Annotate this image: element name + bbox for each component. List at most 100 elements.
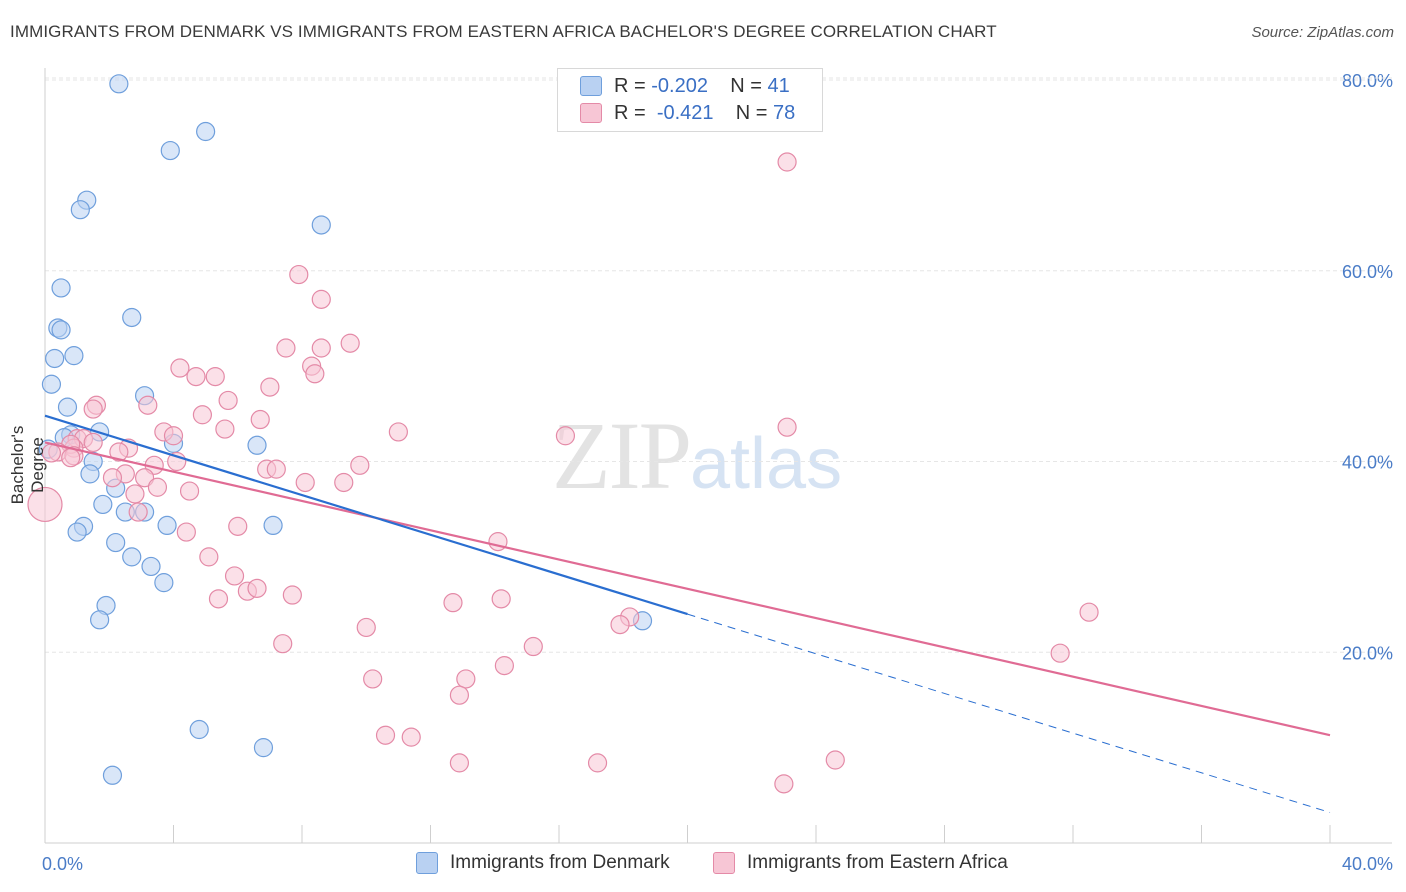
denmark-point <box>70 200 90 220</box>
eastern-africa-point <box>205 367 225 387</box>
legend-n-label: N = <box>730 74 762 97</box>
eastern-africa-point <box>192 405 213 425</box>
eastern-africa-point <box>774 774 794 794</box>
eastern-africa-point <box>215 419 235 439</box>
series-legend: Immigrants from Denmark Immigrants from … <box>0 852 1406 878</box>
denmark-point <box>247 435 267 455</box>
eastern-africa-point <box>363 669 383 689</box>
eastern-africa-point <box>27 486 63 523</box>
eastern-africa-point <box>208 589 229 609</box>
eastern-africa-point <box>1050 643 1070 663</box>
denmark-point <box>93 494 113 515</box>
legend-r-label: R = <box>614 74 646 97</box>
eastern-africa-point <box>610 614 630 635</box>
eastern-africa-point <box>273 634 293 654</box>
eastern-africa-point <box>266 459 286 479</box>
eastern-africa-point <box>523 636 543 657</box>
denmark-point <box>45 348 65 369</box>
eastern-africa-point <box>179 481 200 501</box>
watermark-zip: ZIP <box>552 402 692 509</box>
eastern-africa-point <box>555 426 576 446</box>
denmark-point <box>122 307 142 328</box>
eastern-africa-point <box>83 399 103 419</box>
denmark-point <box>51 320 71 340</box>
eastern-africa-point <box>401 727 421 747</box>
legend-n-value: 78 <box>773 101 796 124</box>
eastern-africa-point <box>260 377 280 397</box>
denmark-point <box>109 74 129 94</box>
eastern-africa-point <box>109 442 129 462</box>
denmark-point <box>196 121 216 142</box>
denmark-point <box>57 397 78 417</box>
eastern-africa-point <box>375 725 396 745</box>
eastern-africa-point <box>61 448 81 468</box>
denmark-point <box>90 610 110 630</box>
eastern-africa-point <box>1079 602 1099 622</box>
eastern-africa-point <box>825 750 845 770</box>
x-tick-label: 0.0% <box>42 854 83 874</box>
series-legend-denmark[interactable]: Immigrants from Denmark <box>416 852 670 874</box>
eastern-africa-point <box>125 484 145 504</box>
eastern-africa-point <box>443 593 463 613</box>
denmark-point <box>67 522 87 542</box>
denmark-point <box>122 547 142 567</box>
denmark-point <box>189 719 209 740</box>
eastern-africa-point <box>311 338 331 358</box>
eastern-africa-trend-line <box>44 441 1331 737</box>
eastern-africa-point <box>134 468 155 488</box>
denmark-point <box>311 215 331 235</box>
eastern-africa-point <box>350 455 370 475</box>
source-label: Source: ZipAtlas.com <box>1251 24 1394 41</box>
denmark-point <box>41 374 62 394</box>
eastern-africa-point <box>224 566 245 586</box>
y-tick-label: 40.0% <box>1342 453 1393 473</box>
denmark-point <box>160 140 180 161</box>
eastern-africa-point <box>289 264 309 285</box>
denmark-point <box>157 515 177 536</box>
y-axis-label: Bachelor's Degree <box>8 425 47 505</box>
chart-title: IMMIGRANTS FROM DENMARK VS IMMIGRANTS FR… <box>10 22 997 41</box>
eastern-africa-point <box>334 472 354 493</box>
x-tick-label: 40.0% <box>1342 854 1393 874</box>
eastern-africa-point <box>295 472 315 493</box>
watermark-atlas: atlas <box>690 424 843 504</box>
y-tick-label: 80.0% <box>1342 71 1393 91</box>
denmark-point <box>64 346 84 366</box>
series-legend-label: Immigrants from Eastern Africa <box>747 852 1008 873</box>
denmark-point <box>51 278 71 298</box>
legend-row-denmark: R = -0.202 N = 41 <box>580 73 790 99</box>
legend-swatch-blue <box>580 76 602 96</box>
series-swatch-pink <box>713 852 735 874</box>
denmark-point <box>154 573 174 593</box>
eastern-africa-point <box>218 390 238 411</box>
eastern-africa-point <box>170 358 190 378</box>
eastern-africa-point <box>247 578 267 598</box>
eastern-africa-point <box>128 502 148 522</box>
eastern-africa-point <box>777 417 797 437</box>
eastern-africa-point <box>186 367 206 387</box>
eastern-africa-point <box>356 617 376 638</box>
eastern-africa-point <box>587 753 608 773</box>
legend-swatch-pink <box>580 103 602 123</box>
legend-r-label: R = <box>614 101 646 124</box>
eastern-africa-point <box>449 685 470 705</box>
eastern-africa-point <box>250 409 270 430</box>
denmark-trend-extension <box>687 613 1331 813</box>
legend-row-eastern-africa: R = -0.421 N = 78 <box>580 100 795 126</box>
denmark-point <box>263 515 283 536</box>
eastern-africa-point <box>305 364 325 384</box>
series-swatch-blue <box>416 852 438 874</box>
eastern-africa-point <box>147 477 168 497</box>
series-legend-eastern-africa[interactable]: Immigrants from Eastern Africa <box>713 852 1008 874</box>
legend-r-value: -0.421 <box>656 101 714 124</box>
eastern-africa-point <box>282 585 302 605</box>
denmark-trend-line <box>44 414 688 616</box>
eastern-africa-point <box>138 395 158 415</box>
denmark-point <box>106 532 126 553</box>
eastern-africa-point <box>777 152 797 172</box>
denmark-point <box>141 556 161 577</box>
correlation-legend: R = -0.202 N = 41 R = -0.421 N = 78 <box>557 68 823 132</box>
eastern-africa-point <box>228 516 248 536</box>
watermark: ZIPatlas <box>552 400 842 511</box>
